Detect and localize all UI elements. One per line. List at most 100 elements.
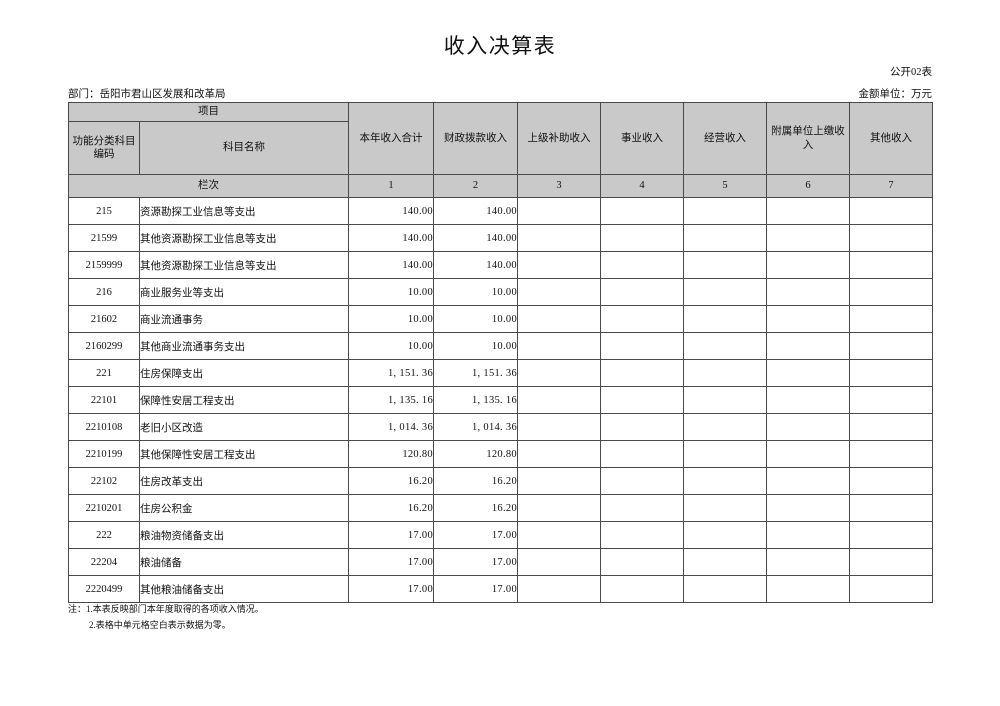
cell-business [600, 305, 684, 333]
cell-total: 10.00 [348, 278, 434, 306]
cell-total: 140.00 [348, 197, 434, 225]
cell-business [600, 224, 684, 252]
cell-code: 2220499 [68, 575, 140, 603]
cell-superior [517, 521, 601, 549]
cell-other [849, 278, 933, 306]
table-row: 22204 粮油储备 17.00 17.00 [68, 548, 933, 576]
cell-fiscal: 17.00 [433, 521, 518, 549]
cell-fiscal: 1, 151. 36 [433, 359, 518, 387]
cell-code: 2210199 [68, 440, 140, 468]
cell-other [849, 386, 933, 414]
cell-operating [683, 278, 767, 306]
table-row: 2160299 其他商业流通事务支出 10.00 10.00 [68, 332, 933, 360]
cell-subordinate [766, 467, 850, 495]
cell-superior [517, 413, 601, 441]
cell-name: 住房改革支出 [139, 467, 349, 495]
cell-name: 住房保障支出 [139, 359, 349, 387]
cell-superior [517, 224, 601, 252]
cell-name: 其他商业流通事务支出 [139, 332, 349, 360]
header-total: 本年收入合计 [348, 102, 434, 175]
table-row: 2159999 其他资源勘探工业信息等支出 140.00 140.00 [68, 251, 933, 279]
cell-subordinate [766, 440, 850, 468]
footnotes: 注：1.本表反映部门本年度取得的各项收入情况。 2.表格中单元格空白表示数据为零… [68, 602, 264, 634]
cell-code: 22101 [68, 386, 140, 414]
cell-code: 215 [68, 197, 140, 225]
cell-superior [517, 305, 601, 333]
cell-code: 2159999 [68, 251, 140, 279]
table-head: 项目 本年收入合计 财政拨款收入 上级补助收入 事业收入 经营收入 附属单位上缴收入 其他收入… [68, 102, 933, 198]
cell-total: 140.00 [348, 224, 434, 252]
cell-fiscal: 140.00 [433, 251, 518, 279]
cell-superior [517, 332, 601, 360]
header-code: 功能分类科目编码 [68, 121, 140, 175]
cell-superior [517, 548, 601, 576]
cell-superior [517, 575, 601, 603]
cell-superior [517, 440, 601, 468]
cell-subordinate [766, 386, 850, 414]
cell-operating [683, 197, 767, 225]
table-body: 215 资源勘探工业信息等支出 140.00 140.00 21599 其他资源勘探工业信… [68, 197, 933, 603]
cell-operating [683, 521, 767, 549]
cell-name: 粮油物资储备支出 [139, 521, 349, 549]
header-fiscal: 财政拨款收入 [433, 102, 518, 175]
cell-subordinate [766, 521, 850, 549]
income-final-accounts-table: 项目 本年收入合计 财政拨款收入 上级补助收入 事业收入 经营收入 附属单位上缴收入 其他收入… [68, 102, 933, 603]
cell-subordinate [766, 251, 850, 279]
form-code-label: 公开02表 [890, 67, 932, 78]
cell-other [849, 359, 933, 387]
cell-code: 216 [68, 278, 140, 306]
cell-operating [683, 332, 767, 360]
cell-business [600, 197, 684, 225]
table-row: 21599 其他资源勘探工业信息等支出 140.00 140.00 [68, 224, 933, 252]
cell-code: 222 [68, 521, 140, 549]
cell-subordinate [766, 359, 850, 387]
cell-superior [517, 494, 601, 522]
cell-subordinate [766, 305, 850, 333]
table-row: 2220499 其他粮油储备支出 17.00 17.00 [68, 575, 933, 603]
cell-other [849, 467, 933, 495]
cell-name: 老旧小区改造 [139, 413, 349, 441]
header-operating: 经营收入 [683, 102, 767, 175]
cell-other [849, 251, 933, 279]
cell-code: 2210201 [68, 494, 140, 522]
page-title: 收入决算表 [443, 34, 557, 58]
cell-code: 21599 [68, 224, 140, 252]
table-row: 22101 保障性安居工程支出 1, 135. 16 1, 135. 16 [68, 386, 933, 414]
cell-fiscal: 140.00 [433, 197, 518, 225]
cell-name: 商业服务业等支出 [139, 278, 349, 306]
cell-operating [683, 467, 767, 495]
cell-operating [683, 575, 767, 603]
table-row: 21602 商业流通事务 10.00 10.00 [68, 305, 933, 333]
cell-name: 其他资源勘探工业信息等支出 [139, 224, 349, 252]
cell-other [849, 197, 933, 225]
cell-subordinate [766, 224, 850, 252]
column-number-1: 1 [348, 174, 434, 198]
cell-fiscal: 120.80 [433, 440, 518, 468]
cell-business [600, 359, 684, 387]
cell-business [600, 278, 684, 306]
cell-operating [683, 386, 767, 414]
column-number-7: 7 [849, 174, 933, 198]
cell-operating [683, 305, 767, 333]
header-row-main: 功能分类科目编码 科目名称 [68, 121, 933, 175]
cell-superior [517, 251, 601, 279]
column-number-4: 4 [600, 174, 684, 198]
cell-superior [517, 467, 601, 495]
cell-total: 1, 151. 36 [348, 359, 434, 387]
cell-name: 其他资源勘探工业信息等支出 [139, 251, 349, 279]
cell-operating [683, 224, 767, 252]
cell-business [600, 548, 684, 576]
cell-fiscal: 140.00 [433, 224, 518, 252]
cell-operating [683, 440, 767, 468]
cell-fiscal: 16.20 [433, 467, 518, 495]
cell-subordinate [766, 575, 850, 603]
cell-fiscal: 10.00 [433, 332, 518, 360]
cell-operating [683, 494, 767, 522]
cell-other [849, 548, 933, 576]
cell-other [849, 224, 933, 252]
column-number-3: 3 [517, 174, 601, 198]
table-row: 221 住房保障支出 1, 151. 36 1, 151. 36 [68, 359, 933, 387]
department-label: 部门：岳阳市君山区发展和改革局 [68, 89, 226, 100]
cell-business [600, 467, 684, 495]
